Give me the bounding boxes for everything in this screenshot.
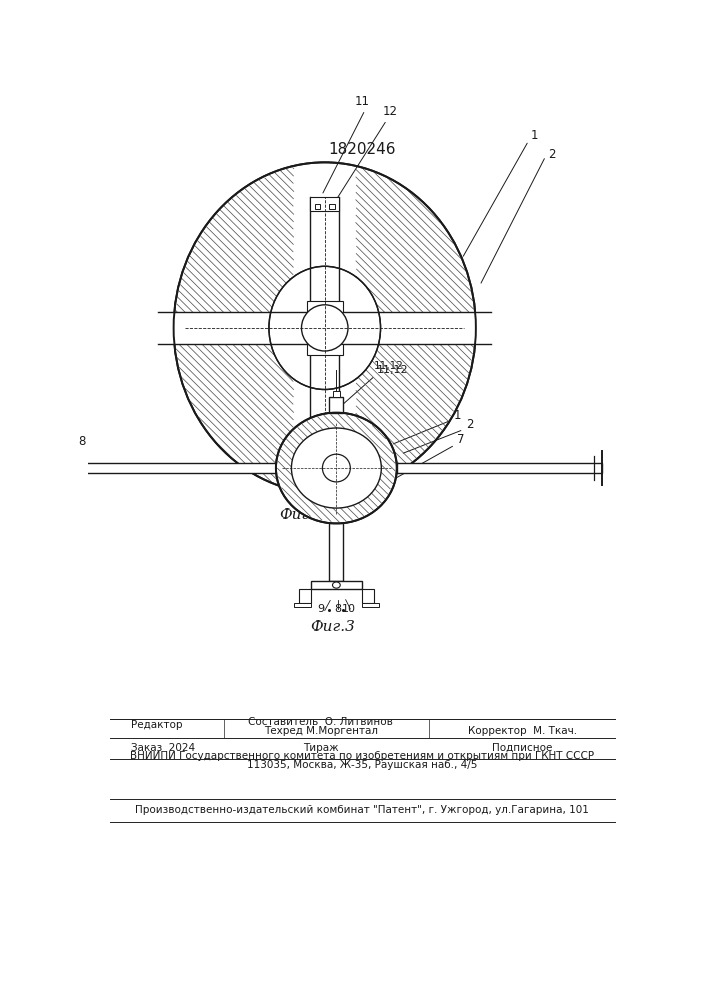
Bar	[329, 397, 344, 413]
Text: Фиг.3: Фиг.3	[310, 620, 355, 634]
Bar	[329, 204, 335, 209]
Bar	[307, 344, 343, 355]
Text: 11,12: 11,12	[377, 365, 409, 375]
Bar	[315, 450, 320, 456]
Text: 113035, Москва, Ж-35, Раушская наб., 4/5: 113035, Москва, Ж-35, Раушская наб., 4/5	[247, 760, 477, 770]
Text: 8: 8	[334, 604, 341, 614]
Text: 1820246: 1820246	[328, 142, 396, 157]
Text: 8: 8	[78, 435, 86, 448]
Text: Редактор: Редактор	[131, 720, 182, 730]
Bar	[310, 197, 339, 459]
Text: 7: 7	[457, 433, 465, 446]
Bar	[311, 581, 361, 589]
Text: Составитель  О. Литвинов: Составитель О. Литвинов	[248, 717, 393, 727]
Ellipse shape	[301, 305, 348, 351]
Bar	[294, 603, 311, 607]
Text: Техред М.Моргентал: Техред М.Моргентал	[264, 726, 378, 736]
Bar	[310, 197, 339, 211]
Text: 11: 11	[354, 95, 370, 108]
Text: Тираж: Тираж	[303, 743, 339, 753]
Ellipse shape	[276, 413, 397, 523]
Bar	[361, 603, 379, 607]
Text: 11,12: 11,12	[373, 361, 404, 371]
Text: ВНИИПИ Государственного комитета по изобретениям и открытиям при ГКНТ СССР: ВНИИПИ Государственного комитета по изоб…	[130, 751, 594, 761]
Ellipse shape	[269, 266, 380, 389]
Text: 2: 2	[466, 418, 474, 431]
Text: 12: 12	[382, 105, 397, 118]
Text: Производственно-издательский комбинат "Патент", г. Ужгород, ул.Гагарина, 101: Производственно-издательский комбинат "П…	[135, 805, 589, 815]
Bar	[397, 463, 602, 473]
Text: Корректор  М. Ткач.: Корректор М. Ткач.	[468, 726, 577, 736]
Bar	[71, 463, 276, 473]
Text: 10: 10	[341, 604, 356, 614]
Text: Подписное: Подписное	[492, 743, 553, 753]
Bar	[329, 450, 335, 456]
Bar	[361, 589, 374, 603]
Text: Заказ  2024: Заказ 2024	[131, 743, 195, 753]
Bar	[329, 523, 344, 581]
Bar	[315, 204, 320, 209]
Ellipse shape	[291, 428, 381, 508]
Bar	[307, 301, 343, 312]
Text: 1: 1	[531, 129, 539, 142]
Text: 1: 1	[453, 409, 461, 422]
Bar	[332, 391, 340, 397]
Text: Фиг.2: Фиг.2	[279, 508, 324, 522]
Ellipse shape	[332, 582, 340, 588]
Ellipse shape	[174, 162, 476, 493]
Ellipse shape	[322, 454, 351, 482]
Text: 2: 2	[548, 148, 556, 161]
Text: 9: 9	[317, 604, 325, 614]
Bar	[310, 445, 339, 459]
Bar	[158, 312, 491, 344]
Bar	[299, 589, 311, 603]
